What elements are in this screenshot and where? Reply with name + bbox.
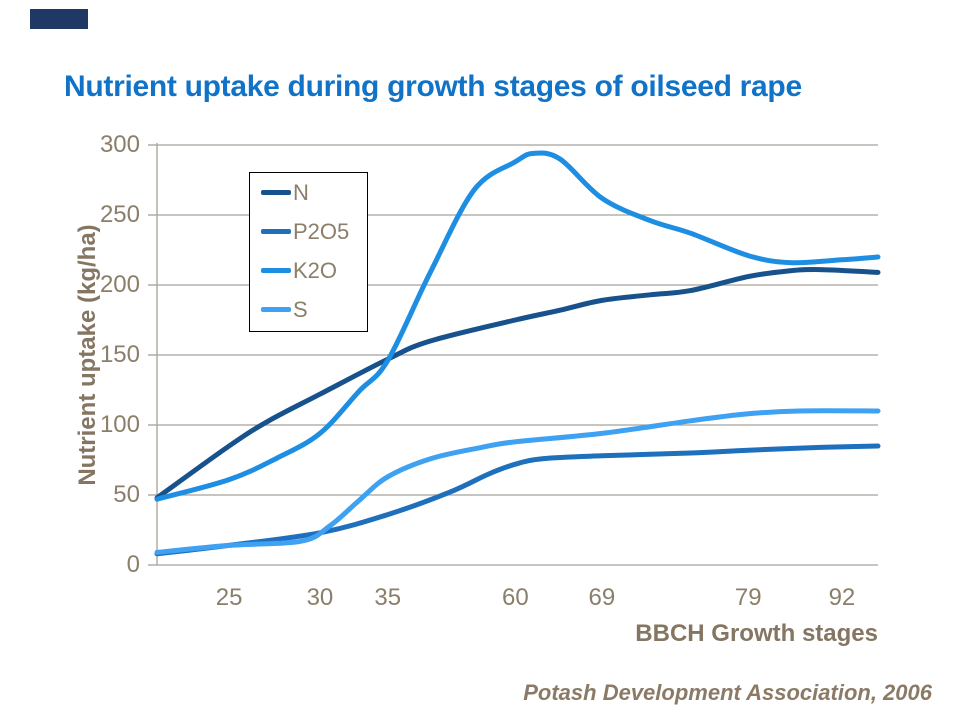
series-line-K2O [154,150,881,502]
source-credit: Potash Development Association, 2006 [523,680,932,705]
legend-label: S [293,296,308,322]
y-tick-label: 200 [99,271,140,298]
x-tick-label: 92 [828,584,856,611]
x-tick-label: 25 [215,584,243,611]
series-line-P2O5 [154,443,881,557]
x-tick-label: 60 [501,584,529,611]
series-line-S [154,408,881,555]
legend-label: P2O5 [293,218,350,244]
x-tick-label: 69 [588,584,616,611]
legend-label: K2O [293,257,338,283]
legend-swatch-icon [261,268,291,273]
x-tick-label: 35 [374,584,402,611]
page-title: Nutrient uptake during growth stages of … [64,70,802,104]
chart-legend: N P2O5 K2O S [249,172,368,332]
x-axis-title: BBCH Growth stages [635,620,878,647]
series-line-N [154,267,881,501]
y-tick-label: 250 [99,201,140,228]
legend-item-K2O: K2O [250,251,367,290]
x-tick-label: 30 [306,584,334,611]
corner-accent-rect [30,9,88,29]
y-tick-label: 300 [99,131,140,158]
y-tick-label: 100 [99,411,140,438]
legend-swatch-icon [261,190,291,195]
y-axis-title: Nutrient uptake (kg/ha) [74,224,101,486]
y-tick-label: 150 [99,341,140,368]
legend-item-S: S [250,290,367,329]
y-tick-label: 0 [126,551,140,578]
legend-swatch-icon [261,229,291,234]
legend-item-N: N [250,173,367,212]
legend-item-P2O5: P2O5 [250,212,367,251]
legend-label: N [293,179,309,205]
legend-swatch-icon [261,307,291,312]
y-tick-label: 50 [113,481,140,508]
x-tick-label: 79 [734,584,762,611]
